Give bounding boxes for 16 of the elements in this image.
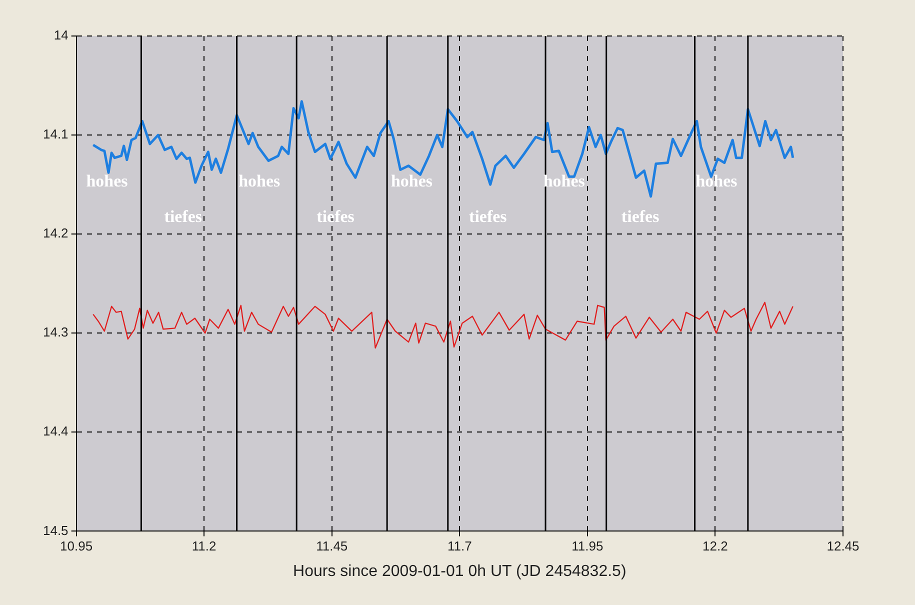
x-tick-label: 11.95: [572, 538, 604, 554]
y-tick-label: 14.5: [42, 522, 68, 538]
x-axis-title: Hours since 2009-01-01 0h UT (JD 2454832.5): [293, 562, 626, 580]
x-tick-label: 12.45: [826, 538, 860, 554]
x-tick-label: 10.95: [60, 538, 93, 554]
x-tick-label: 11.45: [316, 538, 348, 554]
x-tick-label: 11.7: [447, 538, 472, 554]
y-tick-label: 14: [54, 28, 68, 43]
x-tick-label: 11.2: [192, 538, 216, 554]
annotation: hohes: [696, 171, 738, 190]
y-tick-label: 14.1: [42, 126, 68, 142]
annotation: tiefes: [316, 207, 355, 226]
y-tick-label: 14.2: [42, 226, 68, 241]
y-tick-label: 14.3: [42, 324, 68, 340]
x-tick-label: 12.2: [702, 538, 728, 554]
y-tick-label: 14.4: [42, 424, 68, 439]
